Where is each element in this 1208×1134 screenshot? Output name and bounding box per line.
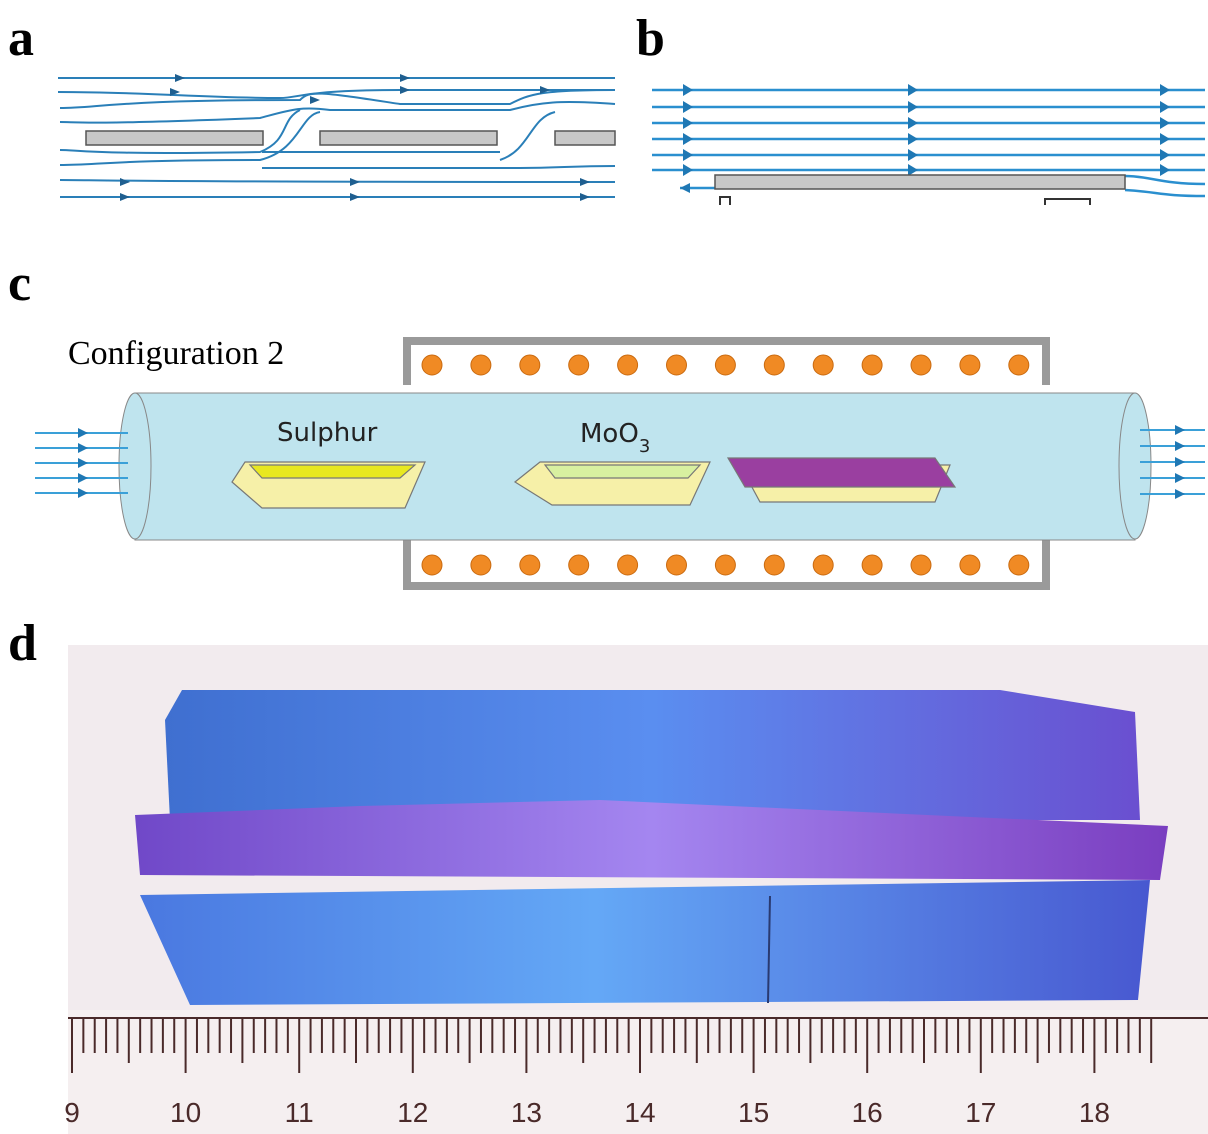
heating-coil (715, 555, 735, 575)
sample-photo: 9 10 11 12 13 14 15 16 17 18 (64, 645, 1208, 1134)
heating-coil (667, 555, 687, 575)
ruler-label: 16 (852, 1097, 883, 1128)
panel-label: b (636, 10, 665, 67)
ruler-label: 13 (511, 1097, 542, 1128)
heating-coil (422, 355, 442, 375)
heating-coil (862, 355, 882, 375)
heating-coil (471, 555, 491, 575)
heating-coil (520, 555, 540, 575)
heating-coil (911, 355, 931, 375)
ruler-label: 10 (170, 1097, 201, 1128)
heating-coil (960, 555, 980, 575)
formula-subscript: 3 (639, 436, 650, 457)
ruler-label: 9 (64, 1097, 80, 1128)
heating-coil (813, 355, 833, 375)
configuration-label: Configuration 2 (68, 335, 284, 372)
heating-coil (862, 555, 882, 575)
heating-coil (520, 355, 540, 375)
heating-coil (667, 355, 687, 375)
heating-coil (422, 555, 442, 575)
heating-coil (715, 355, 735, 375)
panel-label: d (8, 615, 37, 672)
ruler-label: 18 (1079, 1097, 1110, 1128)
ruler-label: 14 (624, 1097, 655, 1128)
formula: MoO (580, 419, 639, 449)
ruler-label: 15 (738, 1097, 769, 1128)
heating-coil (764, 555, 784, 575)
heating-coil (911, 555, 931, 575)
heating-coil (569, 555, 589, 575)
heating-coil (1009, 355, 1029, 375)
heating-coil (764, 355, 784, 375)
ruler-label: 11 (285, 1097, 314, 1128)
heating-coil (569, 355, 589, 375)
heating-coil (1009, 555, 1029, 575)
furnace-diagram: Configuration 2 Sulphur MoO3 (35, 335, 1205, 586)
ruler-label: 17 (965, 1097, 996, 1128)
heating-coil (813, 555, 833, 575)
flow-diagram-b (652, 84, 1205, 205)
ruler-label: 12 (397, 1097, 428, 1128)
panel-label: a (8, 10, 34, 67)
figure: a b c d C (0, 0, 1208, 1134)
heating-coil (471, 355, 491, 375)
panel-label: c (8, 255, 31, 312)
heating-coil (618, 355, 638, 375)
boat-label: Sulphur (277, 418, 378, 448)
heating-coil (960, 355, 980, 375)
heating-coil (618, 555, 638, 575)
flow-diagram-a (58, 74, 615, 201)
